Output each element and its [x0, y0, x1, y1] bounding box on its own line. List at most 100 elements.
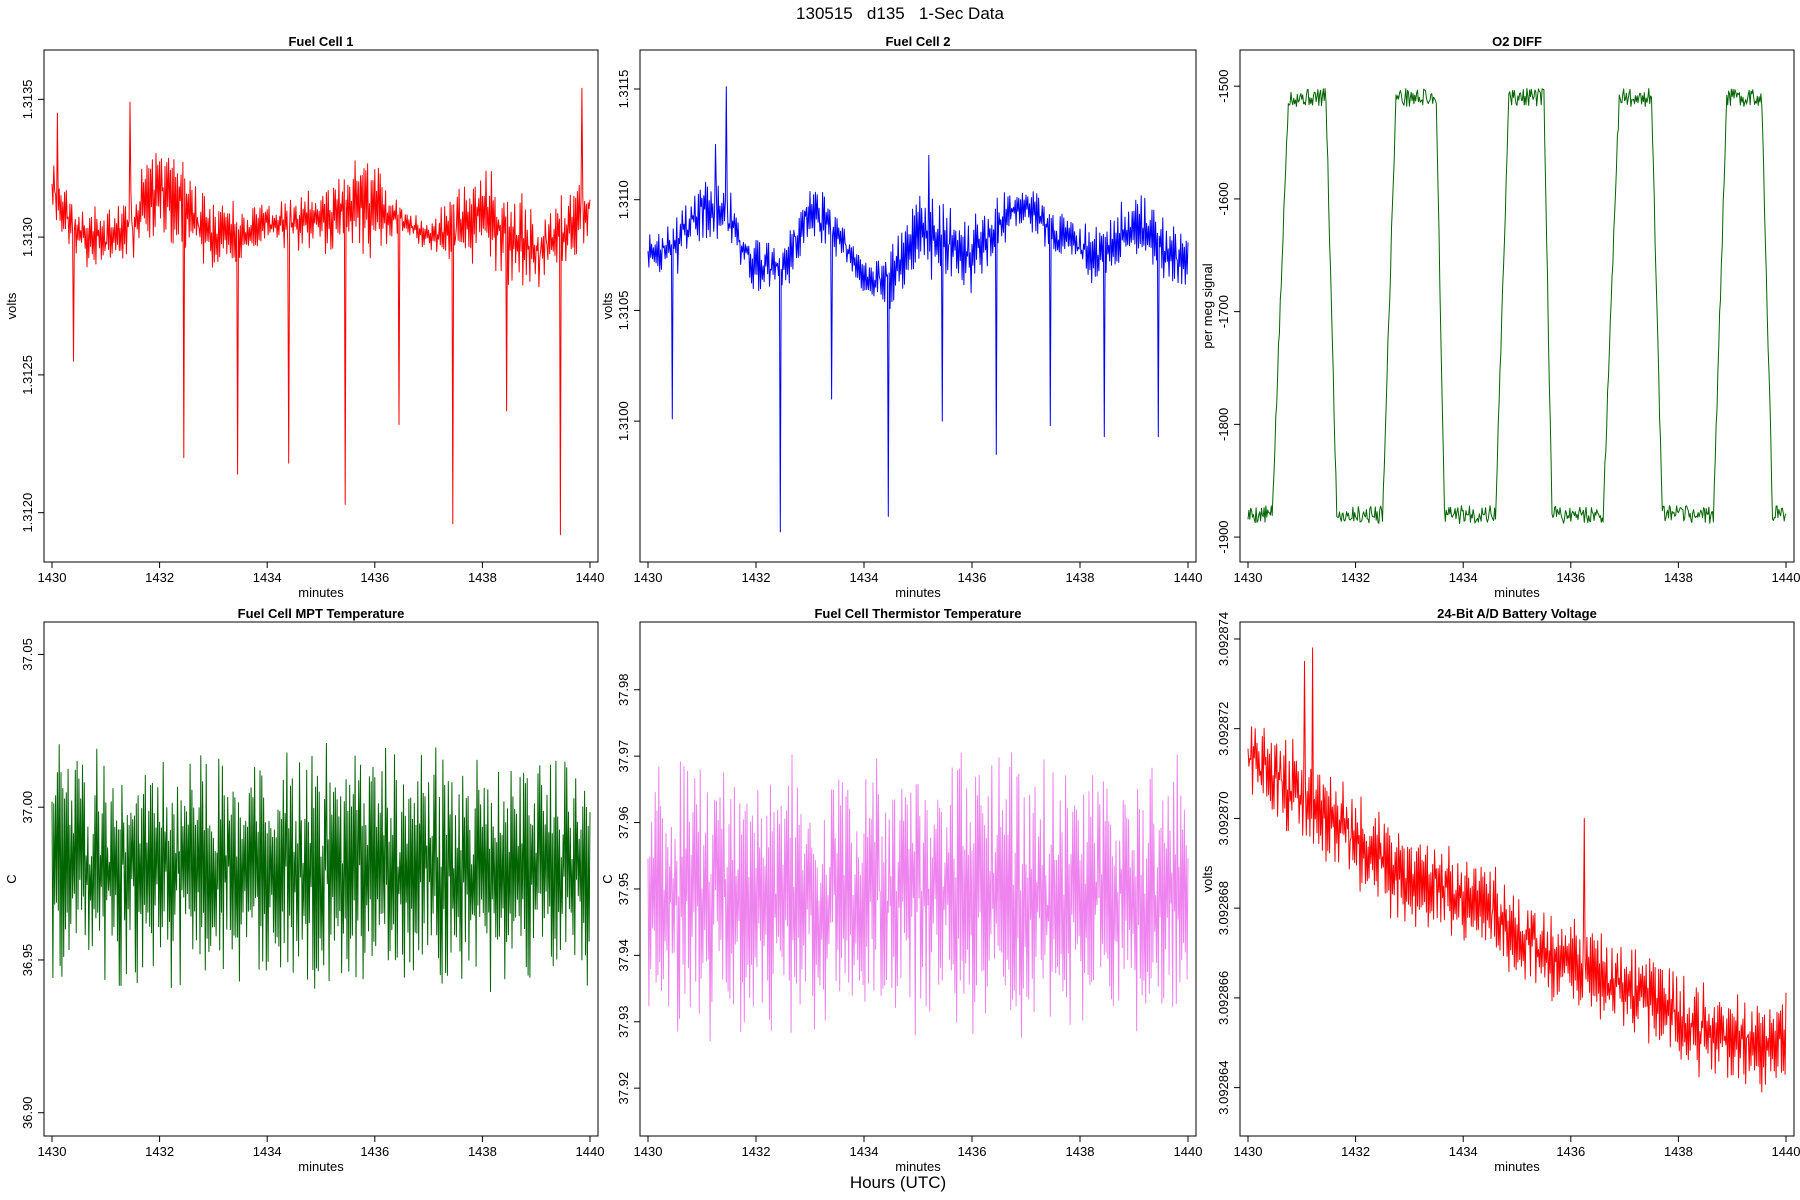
x-tick-label: 1440 [1772, 570, 1800, 585]
y-tick-label: -1800 [1216, 408, 1231, 441]
figure-title: 130515 d135 1-Sec Data [796, 4, 1004, 23]
y-tick-label: 37.00 [20, 791, 35, 824]
y-tick-label: 3.092864 [1216, 1061, 1231, 1115]
panel-title: Fuel Cell 1 [288, 34, 353, 49]
series-line [1247, 88, 1787, 524]
y-tick-label: 36.90 [20, 1096, 35, 1129]
plot-frame [1239, 49, 1795, 563]
x-tick-label: 1440 [576, 1144, 605, 1159]
y-tick-label: -1900 [1216, 520, 1231, 553]
y-tick-label: 3.092872 [1216, 702, 1231, 756]
x-tick-label: 1436 [958, 570, 987, 585]
x-tick-label: 1436 [1556, 1144, 1585, 1159]
x-tick-label: 1434 [253, 570, 282, 585]
y-tick-label: -1500 [1216, 70, 1231, 103]
panel-title: Fuel Cell MPT Temperature [238, 606, 405, 621]
x-tick-label: 1430 [1234, 1144, 1263, 1159]
panel-1: Fuel Cell 1 1430 1432 1434 1436 1438 1440 1.312… [4, 34, 604, 600]
x-axis-label: minutes [1494, 1159, 1540, 1174]
panel-2: Fuel Cell 2 1430 1432 1434 1436 1438 1440 1.310… [600, 34, 1202, 600]
y-tick-label: 1.3110 [616, 180, 631, 219]
x-axis-label: minutes [298, 1159, 344, 1174]
x-axis-label: minutes [895, 1159, 941, 1174]
x-tick-label: 1438 [468, 570, 497, 585]
y-tick-label: 36.95 [20, 944, 35, 977]
y-tick-label: 1.3125 [20, 355, 35, 395]
y-tick-label: 1.3100 [616, 401, 631, 441]
x-tick-label: 1434 [850, 570, 879, 585]
plot-frame [43, 621, 599, 1137]
y-tick-label: 37.96 [616, 806, 631, 839]
x-tick-label: 1430 [38, 570, 67, 585]
y-tick-label: 37.93 [616, 1005, 631, 1038]
series-line [51, 87, 591, 536]
plot-frame [1239, 621, 1795, 1137]
x-tick-label: 1430 [1234, 570, 1263, 585]
x-tick-label: 1434 [253, 1144, 282, 1159]
x-tick-label: 1430 [634, 570, 663, 585]
plot-frame [43, 49, 599, 563]
y-tick-label: 3.092868 [1216, 881, 1231, 935]
x-tick-label: 1434 [1449, 570, 1478, 585]
x-axis-label: minutes [298, 585, 344, 600]
panel-title: Fuel Cell 2 [885, 34, 950, 49]
y-axis-label: volts [4, 292, 19, 319]
y-tick-label: 3.092870 [1216, 791, 1231, 845]
y-tick-label: 37.98 [616, 673, 631, 706]
y-tick-label: 3.092866 [1216, 971, 1231, 1025]
panel-3: O2 DIFF 1430 1432 1434 1436 1438 1440 -1900 -180… [1200, 34, 1800, 600]
panel-title: O2 DIFF [1492, 34, 1542, 49]
panels: Fuel Cell 1 1430 1432 1434 1436 1438 1440 1.312… [4, 34, 1800, 1174]
x-tick-label: 1430 [634, 1144, 663, 1159]
x-tick-label: 1438 [1664, 1144, 1693, 1159]
x-tick-label: 1432 [1341, 570, 1370, 585]
x-axis-label: minutes [895, 585, 941, 600]
x-tick-label: 1432 [1341, 1144, 1370, 1159]
x-tick-label: 1440 [1174, 1144, 1203, 1159]
x-tick-label: 1432 [742, 570, 771, 585]
series-line [1247, 647, 1787, 1093]
x-tick-label: 1434 [1449, 1144, 1478, 1159]
y-tick-label: 37.94 [616, 939, 631, 972]
y-tick-label: 37.97 [616, 740, 631, 773]
x-tick-label: 1434 [850, 1144, 879, 1159]
x-tick-label: 1440 [576, 570, 605, 585]
y-tick-label: 1.3120 [20, 493, 35, 533]
y-tick-label: 1.3130 [20, 217, 35, 257]
y-tick-label: 37.05 [20, 638, 35, 671]
panel-5: Fuel Cell Thermistor Temperature 1430 1432… [600, 606, 1202, 1174]
y-axis-label: volts [600, 292, 615, 319]
x-tick-label: 1438 [1066, 570, 1095, 585]
x-tick-label: 1436 [1556, 570, 1585, 585]
series-line [51, 742, 591, 993]
x-tick-label: 1436 [958, 1144, 987, 1159]
x-tick-label: 1430 [38, 1144, 67, 1159]
y-tick-label: 3.092874 [1216, 612, 1231, 666]
x-tick-label: 1440 [1772, 1144, 1800, 1159]
y-tick-label: -1600 [1216, 182, 1231, 215]
panel-6: 24-Bit A/D Battery Voltage 1430 1432 1434 14… [1200, 606, 1800, 1174]
x-axis-footer: Hours (UTC) [850, 1173, 946, 1192]
y-axis-label: volts [1200, 865, 1215, 892]
x-tick-label: 1438 [468, 1144, 497, 1159]
x-tick-label: 1436 [360, 570, 389, 585]
panel-4: Fuel Cell MPT Temperature 1430 1432 1434 143… [4, 606, 604, 1174]
x-tick-label: 1440 [1174, 570, 1203, 585]
y-tick-label: 1.3115 [616, 70, 631, 109]
y-axis-label: per meg signal [1200, 263, 1215, 348]
y-axis-label: C [4, 874, 19, 883]
panel-title: 24-Bit A/D Battery Voltage [1437, 606, 1597, 621]
series-line [647, 752, 1189, 1042]
x-tick-label: 1436 [360, 1144, 389, 1159]
y-tick-label: 37.92 [616, 1072, 631, 1105]
y-tick-label: 1.3135 [20, 79, 35, 119]
y-tick-label: -1700 [1216, 295, 1231, 328]
x-tick-label: 1432 [145, 570, 174, 585]
plot-frame [639, 621, 1197, 1137]
x-axis-label: minutes [1494, 585, 1540, 600]
y-tick-label: 37.95 [616, 873, 631, 906]
x-tick-label: 1438 [1664, 570, 1693, 585]
series-line [647, 86, 1189, 533]
panel-title: Fuel Cell Thermistor Temperature [814, 606, 1021, 621]
